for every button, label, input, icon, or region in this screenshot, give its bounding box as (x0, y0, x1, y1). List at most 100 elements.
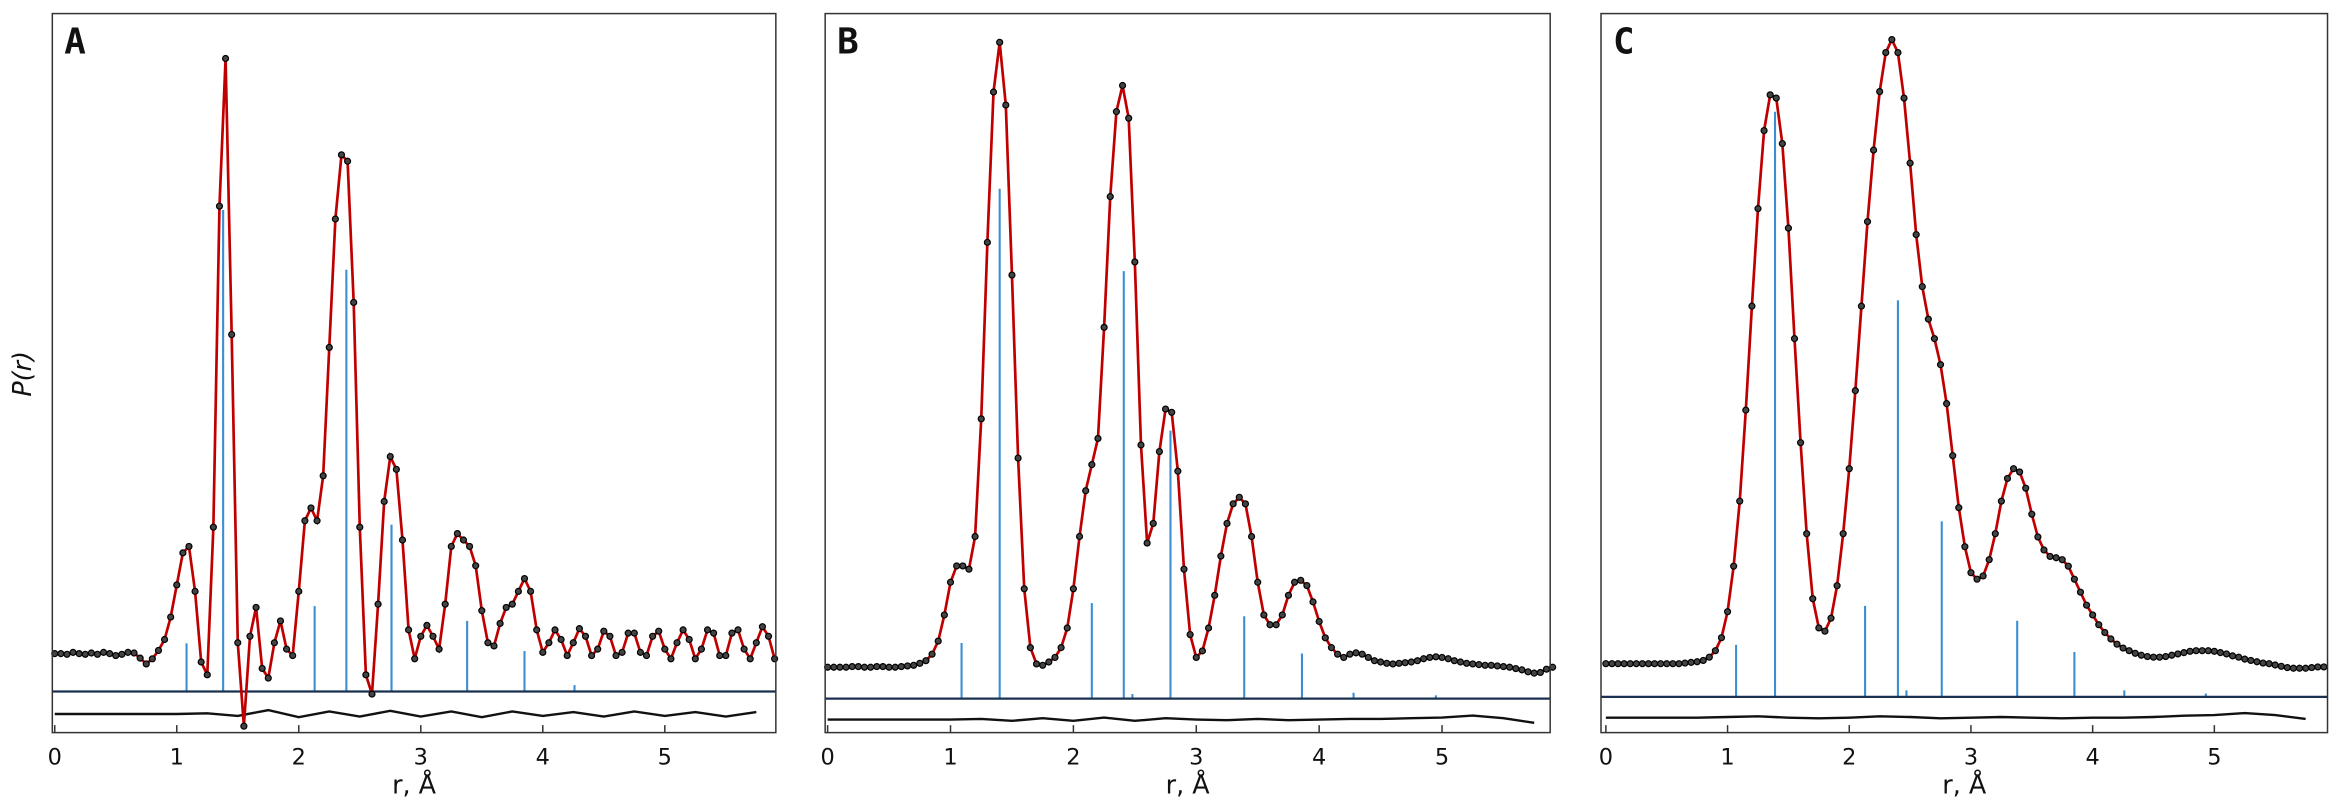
data-point (2076, 588, 2085, 596)
data-point (746, 655, 754, 663)
data-point (1918, 283, 1926, 291)
data-point (1870, 146, 1878, 154)
data-point (842, 663, 850, 671)
x-tick-label: 4 (2086, 745, 2100, 771)
data-point (2009, 465, 2018, 473)
data-point (1161, 405, 1170, 413)
data-point (1254, 578, 1262, 586)
data-point (1057, 644, 1065, 652)
data-point (710, 629, 718, 637)
data-point (1632, 660, 1640, 668)
data-point (343, 157, 352, 165)
data-point (435, 645, 443, 653)
data-point (685, 635, 693, 644)
data-point (2204, 647, 2212, 655)
data-point (1894, 48, 1902, 57)
data-point (2040, 546, 2048, 554)
data-point (2265, 660, 2273, 668)
data-point (1186, 630, 1194, 639)
data-point (520, 574, 529, 583)
data-point (1420, 655, 1428, 663)
x-tick-label: 0 (1599, 745, 1613, 771)
data-point (2070, 575, 2078, 583)
data-point (1644, 660, 1653, 668)
data-point (940, 611, 948, 619)
data-point (830, 663, 838, 671)
data-point (673, 639, 681, 647)
panel-label: A (64, 21, 86, 62)
data-point (1493, 662, 1501, 670)
data-point (1711, 647, 1719, 655)
data-point (758, 623, 767, 631)
data-point (1149, 519, 1157, 528)
data-point (1155, 447, 1164, 456)
data-point (2131, 649, 2139, 657)
panel: 0 1 2 3 4 5 r, Å A (48, 12, 779, 799)
data-point (2314, 663, 2322, 671)
data-point (533, 626, 541, 634)
data-point (1407, 658, 1415, 666)
data-point (1803, 530, 1811, 538)
data-point (1506, 663, 1514, 671)
data-point (1821, 627, 1829, 635)
difference-curve (1605, 711, 2306, 721)
data-point (2052, 554, 2060, 562)
data-point (1620, 660, 1628, 668)
data-point (197, 658, 205, 666)
data-point (2155, 653, 2164, 661)
data-point (1809, 595, 1817, 603)
data-point (764, 632, 773, 640)
y-axis-label: P(r) (7, 351, 37, 397)
data-point (1930, 335, 1939, 343)
data-point (922, 657, 930, 665)
data-point (600, 627, 608, 635)
data-point (270, 639, 278, 647)
data-point (1669, 660, 1677, 668)
data-point (1334, 650, 1342, 658)
data-point (173, 581, 181, 589)
data-point (1008, 271, 1016, 279)
data-point (221, 54, 230, 63)
data-point (2222, 650, 2231, 658)
data-point (885, 663, 893, 671)
data-point (2101, 628, 2109, 637)
data-point (928, 650, 936, 658)
data-point (63, 650, 71, 658)
data-point (903, 662, 912, 670)
data-point (649, 632, 657, 640)
data-point (1657, 660, 1665, 668)
data-point (636, 648, 644, 656)
data-point (1192, 653, 1200, 662)
data-point (2016, 468, 2024, 476)
data-point (946, 578, 955, 586)
data-point (1949, 452, 1957, 460)
data-point (1463, 659, 1471, 667)
data-point (57, 650, 65, 658)
data-point (1754, 205, 1762, 213)
data-point (2028, 510, 2036, 518)
plot-background (825, 13, 1551, 733)
plot-background (1601, 13, 2328, 733)
data-point (1851, 387, 1859, 395)
data-point (848, 663, 856, 671)
data-point (1536, 668, 1544, 677)
data-point (368, 690, 376, 698)
data-point (1675, 660, 1683, 668)
data-point (1432, 653, 1440, 661)
data-point (167, 613, 175, 621)
data-point (1882, 48, 1890, 57)
data-point (2271, 661, 2279, 669)
data-point (1979, 572, 1987, 580)
data-point (1284, 591, 1293, 599)
data-point (81, 650, 89, 658)
x-tick-label: 4 (536, 745, 550, 771)
data-point (1772, 94, 1780, 102)
data-point (106, 650, 114, 658)
data-point (472, 562, 480, 570)
data-point (1512, 664, 1520, 673)
data-point (1912, 231, 1920, 239)
data-point (1602, 660, 1610, 668)
